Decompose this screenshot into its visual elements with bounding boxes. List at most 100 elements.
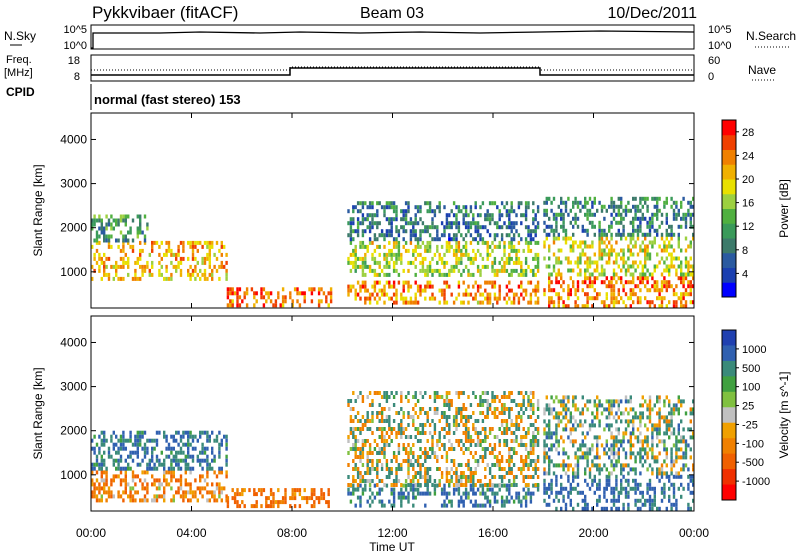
data-cell (515, 451, 518, 455)
data-cell (383, 391, 386, 395)
data-cell (593, 474, 596, 479)
data-cell (146, 226, 149, 231)
data-cell (455, 415, 458, 419)
data-cell (512, 221, 516, 226)
data-cell (191, 272, 195, 277)
data-cell (409, 233, 413, 238)
data-cell (536, 431, 540, 435)
data-cell (409, 284, 413, 289)
data-cell (201, 458, 204, 463)
data-cell (203, 268, 207, 273)
data-cell (629, 288, 632, 293)
data-cell (352, 264, 355, 269)
data-cell (627, 463, 630, 468)
data-cell (512, 296, 516, 301)
data-cell (373, 221, 377, 226)
data-cell (376, 463, 379, 467)
data-cell (448, 221, 451, 226)
data-cell (359, 244, 362, 249)
data-cell (600, 228, 604, 233)
data-cell (146, 222, 149, 227)
data-cell (376, 415, 379, 419)
data-cell (139, 230, 142, 235)
data-cell (103, 490, 106, 495)
data-cell (208, 260, 211, 265)
data-cell (347, 463, 350, 467)
data-cell (390, 431, 393, 435)
data-cell (648, 216, 652, 221)
data-cell (414, 487, 417, 492)
data-cell (496, 415, 499, 419)
data-cell (512, 292, 516, 297)
data-cell (433, 225, 437, 230)
data-cell (600, 232, 604, 237)
data-cell (608, 252, 611, 257)
data-cell (279, 303, 282, 308)
data-cell (184, 462, 187, 467)
data-cell (624, 236, 628, 241)
data-cell (407, 248, 410, 253)
data-cell (426, 419, 429, 423)
data-cell (409, 463, 413, 467)
data-cell (636, 486, 640, 491)
data-cell (532, 451, 535, 455)
data-cell (491, 463, 494, 467)
data-cell (383, 244, 386, 249)
data-cell (488, 483, 492, 487)
data-cell (460, 300, 463, 305)
data-cell (223, 434, 226, 439)
data-cell (624, 260, 628, 265)
data-cell (419, 471, 422, 475)
data-cell (548, 224, 551, 229)
data-cell (361, 447, 365, 451)
data-cell (464, 479, 468, 483)
data-cell (656, 288, 659, 293)
data-cell (615, 280, 618, 285)
data-cell (522, 467, 525, 471)
data-cell (385, 252, 389, 257)
data-cell (182, 240, 185, 245)
data-cell (622, 502, 625, 507)
data-cell (347, 475, 350, 479)
data-cell (524, 237, 528, 242)
data-cell (651, 196, 654, 201)
data-cell (653, 288, 656, 293)
data-cell (380, 447, 384, 451)
data-cell (361, 487, 365, 492)
data-cell (581, 395, 584, 400)
data-cell (624, 395, 628, 400)
data-cell (223, 264, 226, 269)
data-cell (103, 272, 106, 277)
colorbar-tick-label: 100 (742, 382, 760, 394)
data-cell (617, 498, 620, 503)
data-cell (634, 459, 637, 464)
data-cell (488, 213, 492, 218)
data-cell (390, 205, 393, 210)
data-cell (500, 395, 504, 399)
data-cell (95, 442, 99, 447)
data-cell (653, 455, 656, 460)
data-cell (428, 260, 432, 265)
data-cell (503, 443, 506, 447)
data-cell (117, 244, 120, 249)
data-cell (634, 244, 637, 249)
data-cell (515, 475, 518, 479)
data-cell (555, 276, 558, 281)
data-cell (545, 443, 548, 448)
data-cell (388, 419, 391, 423)
data-cell (220, 498, 223, 503)
data-cell (165, 276, 168, 281)
data-cell (610, 411, 613, 416)
data-cell (457, 443, 461, 447)
data-cell (424, 229, 427, 234)
data-cell (651, 471, 654, 476)
data-cell (567, 288, 570, 293)
data-cell (596, 296, 599, 301)
data-cell (397, 491, 401, 496)
data-cell (419, 447, 422, 451)
data-cell (424, 225, 427, 230)
data-cell (253, 504, 256, 509)
data-cell (395, 483, 398, 487)
data-cell (436, 205, 439, 210)
data-cell (361, 272, 365, 277)
